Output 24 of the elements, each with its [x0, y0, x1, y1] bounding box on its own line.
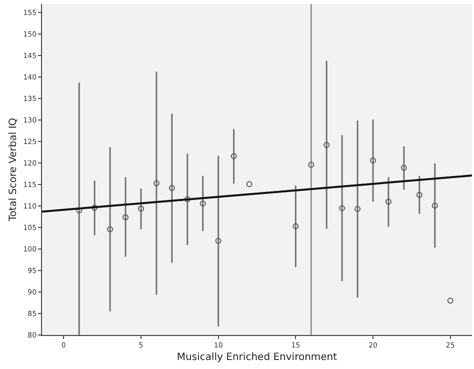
point [107, 226, 114, 232]
point [230, 153, 237, 160]
point [308, 162, 314, 168]
x-axis-title: Musically Enriched Environment [176, 352, 338, 363]
point [416, 192, 422, 198]
point [447, 298, 454, 304]
point [200, 200, 206, 206]
point [246, 181, 252, 188]
point [400, 164, 407, 171]
point [354, 206, 361, 212]
point [292, 223, 299, 230]
y-axis-title: Total Score Verbal IQ [8, 118, 20, 222]
point [153, 180, 160, 186]
point [385, 198, 392, 205]
point [370, 157, 376, 164]
point [339, 205, 346, 212]
point [138, 206, 144, 212]
point [92, 204, 98, 211]
point [122, 214, 129, 220]
point [432, 202, 438, 209]
point [168, 184, 175, 191]
point [215, 238, 222, 244]
point [324, 142, 330, 148]
point [184, 196, 190, 202]
